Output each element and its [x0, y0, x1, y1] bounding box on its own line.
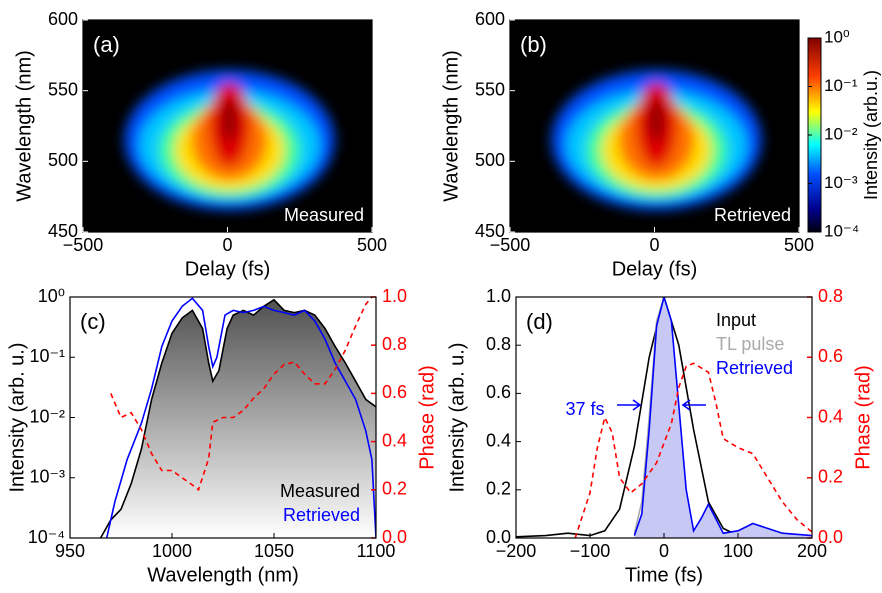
y-label: Wavelength (nm)	[13, 50, 35, 202]
heatmap-blob	[648, 98, 665, 142]
y-tick-label: 500	[475, 150, 505, 170]
x-tick-label: 0	[659, 541, 669, 561]
y-tick-label: 600	[48, 9, 78, 29]
panel-label: (c)	[80, 309, 106, 334]
x-tick-label: 1000	[152, 541, 192, 561]
colorbar-tick-label: 10⁻⁴	[824, 221, 859, 240]
colorbar-label: Intensity (arb.u.)	[861, 70, 881, 200]
heatmap-blob	[221, 98, 238, 142]
x-tick-label: 1100	[357, 541, 396, 561]
legend-entry: Input	[716, 310, 756, 330]
x-tick-label: 950	[55, 541, 85, 561]
colorbar-tick-label: 10⁰	[824, 27, 850, 46]
y-tick-label: 450	[48, 221, 78, 241]
legend-entry: TL pulse	[716, 334, 784, 354]
heatmap-image	[510, 20, 799, 232]
y-tick-label: 0.6	[486, 382, 511, 402]
annotation: Measured	[284, 205, 364, 225]
y-tick-label: 550	[48, 79, 78, 99]
series-area	[634, 297, 812, 538]
y2-label: Phase (rad)	[852, 365, 874, 470]
series-line	[633, 297, 812, 537]
y2-tick-label: 0.8	[382, 334, 407, 354]
y-tick-label: 10⁻²	[29, 406, 65, 426]
y-label: Intensity (arb. u.)	[6, 342, 28, 492]
x-tick-label: −200	[496, 541, 537, 561]
panel-label: (d)	[526, 309, 553, 334]
x-label: Delay (fs)	[612, 258, 698, 280]
x-tick-label: 0	[222, 235, 232, 255]
y-tick-label: 0.0	[486, 527, 511, 547]
y-tick-label: 10⁻¹	[29, 346, 65, 366]
series-line	[574, 362, 812, 538]
y2-tick-label: 0.4	[818, 406, 843, 426]
x-tick-label: 500	[784, 235, 814, 255]
y-tick-label: 10⁻⁴	[28, 527, 65, 547]
y-tick-label: 450	[475, 221, 505, 241]
y-tick-label: 500	[48, 150, 78, 170]
y2-tick-label: 1.0	[382, 286, 407, 306]
y-label: Wavelength (nm)	[440, 50, 462, 202]
x-tick-label: −100	[570, 541, 611, 561]
y2-tick-label: 0.6	[818, 346, 843, 366]
colorbar-tick-label: 10⁻¹	[824, 76, 858, 95]
annotation-arrow	[681, 399, 706, 411]
colorbar-tick-label: 10⁻²	[824, 124, 858, 143]
series-line	[99, 298, 376, 538]
x-tick-label: −500	[63, 235, 104, 255]
series-area	[100, 299, 376, 538]
annotation-arrow	[617, 399, 642, 411]
y-tick-label: 0.4	[486, 430, 511, 450]
series-line	[110, 297, 373, 492]
y2-tick-label: 0.2	[382, 479, 407, 499]
heatmap-blobs	[551, 70, 762, 210]
heatmap-blobs	[124, 70, 335, 210]
x-tick-label: −500	[490, 235, 531, 255]
x-tick-label: 1050	[254, 541, 294, 561]
y-tick-label: 0.8	[486, 334, 511, 354]
panel-label: (a)	[93, 32, 120, 57]
heatmap-image	[83, 20, 372, 232]
y-tick-label: 550	[475, 79, 505, 99]
y2-tick-label: 0.4	[382, 430, 407, 450]
y2-tick-label: 0.0	[382, 527, 407, 547]
x-label: Wavelength (nm)	[147, 564, 299, 586]
y-label: Intensity (arb. u.)	[446, 342, 468, 492]
legend-entry: Measured	[280, 481, 360, 501]
y-tick-label: 10⁰	[38, 286, 65, 306]
y-tick-label: 1.0	[486, 286, 511, 306]
x-tick-label: 0	[649, 235, 659, 255]
x-label: Delay (fs)	[185, 258, 271, 280]
x-tick-label: 500	[357, 235, 387, 255]
annotation: Retrieved	[714, 205, 791, 225]
colorbar-tick-label: 10⁻³	[824, 173, 858, 192]
plot-area	[516, 297, 812, 538]
y2-tick-label: 0.6	[382, 382, 407, 402]
y-tick-label: 0.2	[486, 479, 511, 499]
y2-tick-label: 0.0	[818, 527, 843, 547]
panel-label: (b)	[520, 32, 547, 57]
legend-entry: Retrieved	[283, 505, 360, 525]
x-tick-label: 100	[723, 541, 753, 561]
y2-tick-label: 0.2	[818, 467, 843, 487]
y-tick-label: 600	[475, 9, 505, 29]
plot-area	[99, 297, 376, 538]
legend-entry: Retrieved	[716, 358, 793, 378]
y-tick-label: 10⁻³	[29, 467, 65, 487]
y2-tick-label: 0.8	[818, 286, 843, 306]
annotation: 37 fs	[565, 399, 604, 419]
x-label: Time (fs)	[625, 564, 703, 586]
x-tick-label: 200	[797, 541, 827, 561]
y2-label: Phase (rad)	[416, 365, 438, 470]
